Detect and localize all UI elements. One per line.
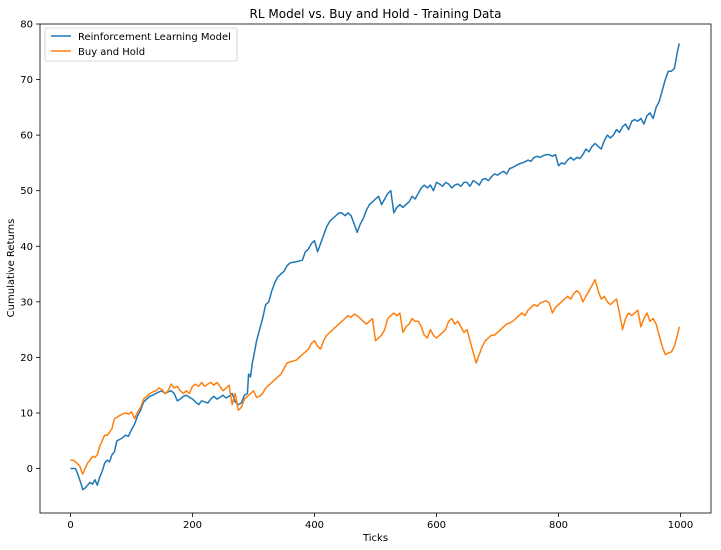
y-tick-label: 10	[20, 408, 33, 419]
y-tick-label: 0	[27, 464, 33, 475]
legend-label-buy-hold: Buy and Hold	[78, 47, 145, 58]
plot-area	[70, 43, 681, 491]
y-tick-label: 60	[20, 131, 33, 142]
x-tick-label: 0	[67, 520, 73, 531]
y-tick-label: 20	[20, 353, 33, 364]
x-tick-label: 800	[549, 520, 568, 531]
y-axis-ticks: 0 10 20 30 40 50 60 70 80	[20, 20, 40, 475]
y-tick-label: 50	[20, 186, 33, 197]
y-tick-label: 70	[20, 75, 33, 86]
series-line-rl-model	[70, 43, 681, 491]
y-axis-label: Cumulative Returns	[6, 219, 17, 318]
x-axis-ticks: 0 200 400 600 800 1000	[67, 513, 693, 531]
y-tick-label: 30	[20, 297, 33, 308]
y-tick-label: 80	[20, 20, 33, 31]
legend-box	[44, 27, 238, 62]
x-tick-label: 400	[305, 520, 324, 531]
chart-title: RL Model vs. Buy and Hold - Training Dat…	[250, 7, 502, 21]
y-tick-label: 40	[20, 242, 33, 253]
legend: Reinforcement Learning Model Buy and Hol…	[44, 27, 238, 62]
legend-label-rl: Reinforcement Learning Model	[78, 32, 231, 43]
x-tick-label: 600	[427, 520, 446, 531]
plot-frame	[39, 23, 712, 514]
x-axis-label: Ticks	[362, 533, 388, 544]
x-tick-label: 200	[183, 520, 202, 531]
series-line-buy-and-hold	[70, 278, 681, 475]
x-tick-label: 1000	[668, 520, 693, 531]
